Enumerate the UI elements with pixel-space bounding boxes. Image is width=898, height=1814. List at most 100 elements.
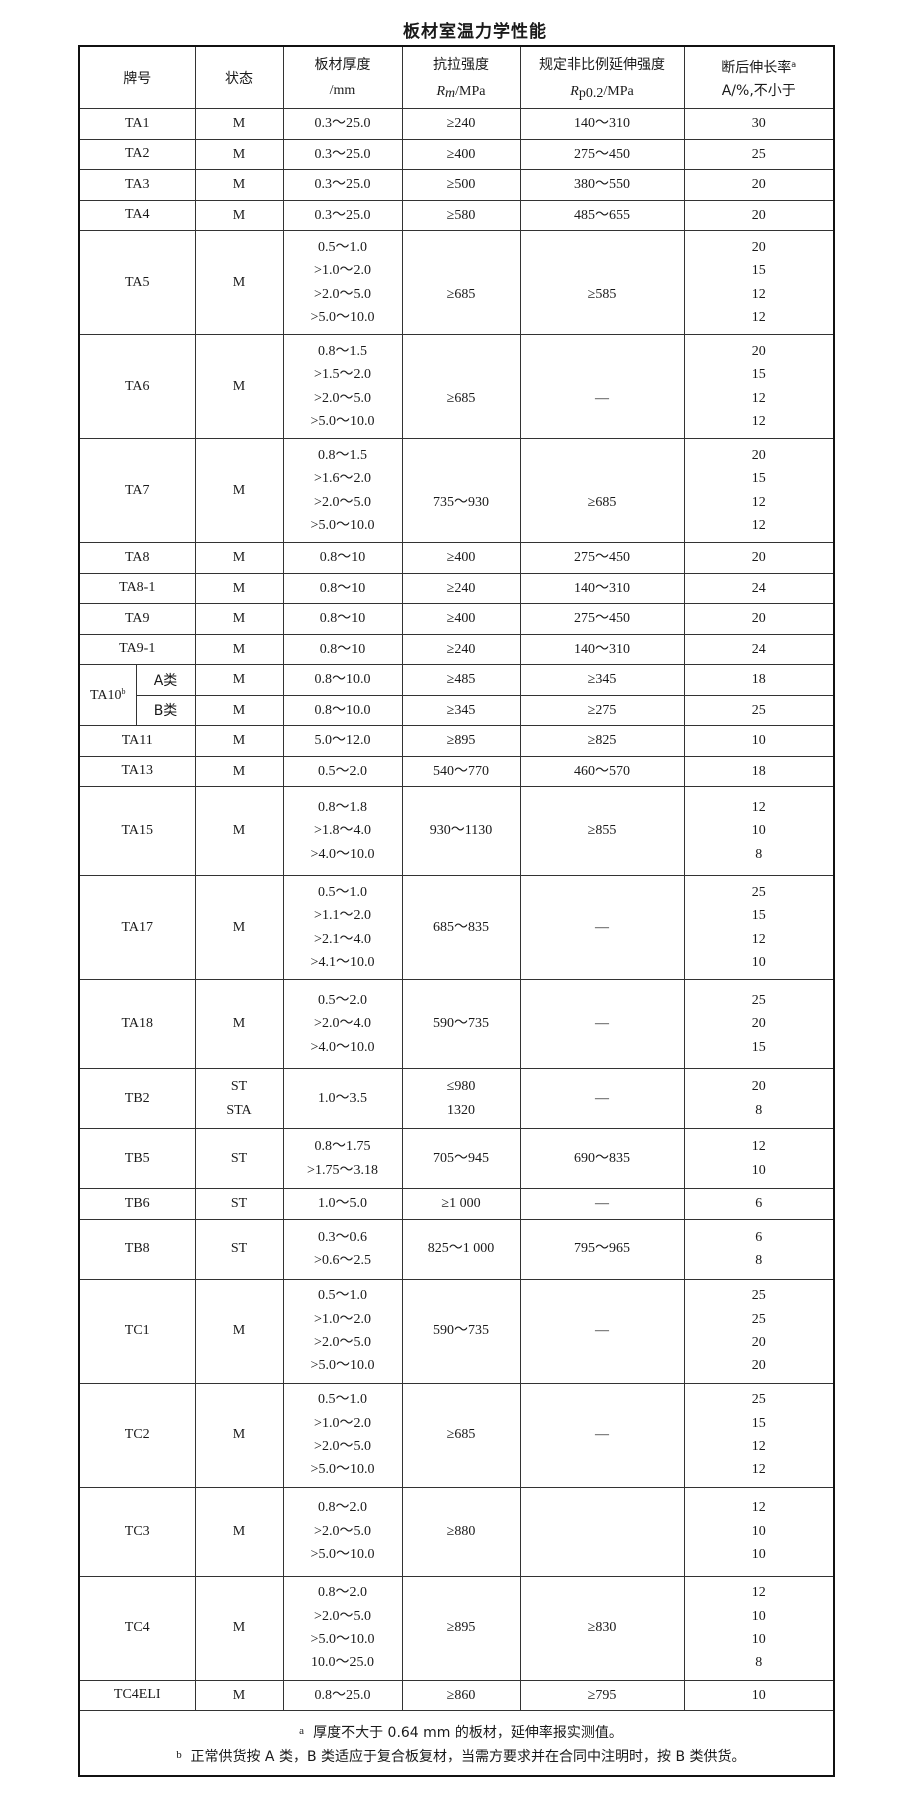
- elongation-cell: 20: [683, 542, 835, 574]
- elongation-cell-line: 8: [755, 1102, 763, 1118]
- elongation-cell-line: 10: [751, 1162, 766, 1178]
- thickness-cell: 0.8～10: [282, 603, 403, 635]
- thickness-cell: 0.8～10: [282, 633, 403, 665]
- grade-cell: TA6: [78, 334, 196, 439]
- elongation-cell-line: 24: [751, 580, 766, 596]
- thickness-cell-line: 0.3～25.0: [314, 177, 371, 193]
- state-cell: M: [194, 694, 284, 726]
- proof-strength-cell-line: 380～550: [574, 177, 630, 193]
- tensile-strength-cell: ≥240: [401, 572, 521, 604]
- state-cell: M: [194, 138, 284, 170]
- elongation-cell: 25 25 20 20: [683, 1278, 835, 1384]
- grade: TA10: [89, 687, 122, 703]
- elongation-cell-line: 25: [751, 146, 766, 162]
- thickness-cell-line: 0.5～1.0: [318, 884, 367, 900]
- thickness-cell-line: >4.1～10.0: [310, 954, 375, 970]
- elongation-cell-line: 20: [751, 177, 766, 193]
- class-cell: A类: [135, 664, 196, 696]
- grade-cell: TC4ELI: [78, 1679, 196, 1711]
- state-cell-line: STA: [226, 1102, 252, 1118]
- thickness-cell-line: >1.5～2.0: [314, 367, 371, 383]
- proof-strength-cell: 380～550: [519, 169, 685, 201]
- tensile-strength-cell: ≤980 1320: [401, 1068, 521, 1129]
- tensile-strength-cell-line: ≥685: [446, 390, 476, 406]
- table-row: TA7 M 0.8～1.5 >1.6～2.0 >2.0～5.0 >5.0～10.0 735～…: [78, 438, 835, 543]
- tensile-strength-cell: ≥240: [401, 108, 521, 140]
- header-proof-unit: /MPa: [603, 83, 634, 99]
- proof-strength-cell: 275～450: [519, 138, 685, 170]
- elongation-cell-line: 6: [755, 1229, 763, 1245]
- footnote-marker: a: [299, 1725, 305, 1737]
- state-cell: M: [194, 542, 284, 574]
- tensile-strength-cell: ≥1 000: [401, 1188, 521, 1220]
- state-cell-line: M: [232, 274, 246, 290]
- header-proof-label: 规定非比例延伸强度: [539, 56, 665, 73]
- proof-strength-cell: —: [519, 1382, 685, 1488]
- tensile-strength-cell: ≥400: [401, 603, 521, 635]
- elongation-cell: 10: [683, 725, 835, 757]
- tensile-strength-cell: ≥485: [401, 664, 521, 696]
- table-row: TB5 ST 0.8～1.75 >1.75～3.18 705～945 690～835 12 1…: [78, 1128, 835, 1189]
- tensile-strength-cell: ≥880: [401, 1486, 521, 1577]
- thickness-cell-line: >2.1～4.0: [314, 931, 371, 947]
- thickness-cell-line: 0.3～25.0: [314, 116, 371, 132]
- state-cell-line: M: [232, 1523, 246, 1539]
- elongation-cell-line: 25: [751, 1392, 766, 1408]
- thickness-cell: 0.8～10.0: [282, 664, 403, 696]
- elongation-cell-line: 24: [751, 641, 766, 657]
- tensile-strength-cell-line: ≥500: [446, 177, 476, 193]
- header-proof-symbol: R: [570, 83, 579, 99]
- state-cell: M: [194, 755, 284, 787]
- grade-cell: TA4: [78, 199, 196, 231]
- elongation-cell-line: 20: [751, 1016, 766, 1032]
- table-row: TC2 M 0.5～1.0 >1.0～2.0 >2.0～5.0 >5.0～10.0 ≥685…: [78, 1382, 835, 1488]
- thickness-cell-line: >2.0～5.0: [314, 1523, 371, 1539]
- thickness-cell-line: 0.8～10.0: [314, 672, 371, 688]
- thickness-cell: 0.5～1.0 >1.1～2.0 >2.1～4.0 >4.1～10.0: [282, 875, 403, 980]
- footnote-ref: a: [791, 59, 797, 69]
- proof-strength-cell-line: 795～965: [574, 1241, 630, 1257]
- proof-strength-cell-line: ≥825: [587, 733, 617, 749]
- elongation-cell-line: 20: [751, 611, 766, 627]
- proof-strength-cell: 140～310: [519, 633, 685, 665]
- thickness-cell: 0.8～1.8 >1.8～4.0 >4.0～10.0: [282, 786, 403, 876]
- proof-strength-cell: —: [519, 875, 685, 980]
- grade-cell: TC4: [78, 1575, 196, 1681]
- state-cell-line: M: [232, 1016, 246, 1032]
- elongation-cell: 25 15 12 12: [683, 1382, 835, 1488]
- proof-strength-cell-line: ≥855: [587, 823, 617, 839]
- thickness-cell-line: 0.8～1.5: [318, 343, 367, 359]
- thickness-cell: 0.8～10: [282, 542, 403, 574]
- thickness-cell-line: >2.0～5.0: [314, 1335, 371, 1350]
- elongation-cell-line: 20: [751, 239, 766, 255]
- thickness-cell-line: 10.0～25.0: [311, 1655, 374, 1671]
- grade-cell: TA17: [78, 875, 196, 980]
- table-row: TA4 M 0.3～25.0 ≥580 485～655 20: [78, 199, 835, 231]
- proof-strength-cell-line: —: [595, 1016, 609, 1032]
- tensile-strength-cell: ≥685: [401, 1382, 521, 1488]
- elongation-cell-line: 20: [751, 447, 766, 463]
- header-thickness-unit: /mm: [329, 82, 356, 98]
- table-row: TA13 M 0.5～2.0 540～770 460～570 18: [78, 755, 835, 787]
- thickness-cell-line: >4.0～10.0: [310, 1039, 375, 1055]
- header-tensile-symbol: R: [436, 83, 446, 99]
- proof-strength-cell-line: —: [595, 1090, 609, 1106]
- elongation-cell-line: 20: [751, 1335, 766, 1350]
- state-cell: M: [194, 1278, 284, 1384]
- mechanical-properties-table: 牌号 状态 板材厚度 /mm 抗拉强度 Rm/MPa 规定非比例延伸强度 Rp0…: [78, 45, 835, 1777]
- table-row: TC1 M 0.5～1.0 >1.0～2.0 >2.0～5.0 >5.0～10.0 590～…: [78, 1278, 835, 1384]
- table-row: TA8 M 0.8～10 ≥400 275～450 20: [78, 542, 835, 574]
- grade-cell: TA9-1: [78, 633, 196, 665]
- tensile-strength-cell-line: 590～735: [433, 1323, 489, 1339]
- table-row: TA2 M 0.3～25.0 ≥400 275～450 25: [78, 138, 835, 170]
- proof-strength-cell: 140～310: [519, 572, 685, 604]
- grade-cell: TA5: [78, 230, 196, 335]
- tensile-strength-cell: ≥860: [401, 1679, 521, 1711]
- tensile-strength-cell-line: 825～1 000: [427, 1241, 495, 1257]
- footnote-text: 正常供货按 A 类，B 类适应于复合板复材，当需方要求并在合同中注明时，按 B …: [190, 1749, 746, 1765]
- grade-cell: TB6: [78, 1188, 196, 1220]
- grade-cell: TA18: [78, 979, 196, 1069]
- proof-strength-cell: ≥685: [519, 438, 685, 543]
- elongation-cell-line: 20: [751, 1079, 766, 1095]
- state-cell-line: M: [232, 378, 246, 394]
